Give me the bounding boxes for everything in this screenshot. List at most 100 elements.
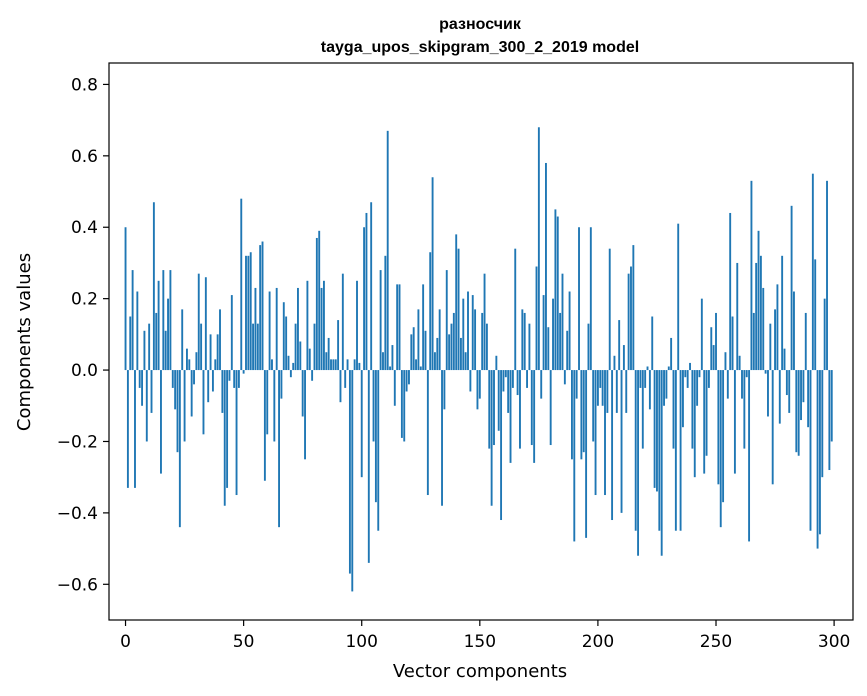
bar	[190, 370, 193, 417]
bar	[752, 312, 755, 371]
bar	[145, 370, 148, 442]
bar	[325, 352, 328, 371]
bar	[502, 370, 505, 392]
bar	[535, 266, 538, 371]
bar	[299, 341, 302, 371]
y-tick-label: −0.4	[57, 504, 98, 524]
bar	[268, 291, 271, 371]
bar	[696, 370, 699, 406]
bar	[488, 370, 491, 449]
bar	[693, 370, 696, 478]
bar	[686, 370, 689, 388]
bar	[469, 370, 472, 392]
bar	[719, 370, 722, 528]
bar	[334, 359, 337, 371]
bar	[689, 362, 691, 371]
bar	[710, 327, 713, 371]
x-axis-label: Vector components	[393, 661, 567, 682]
bar	[459, 337, 462, 371]
bar	[237, 370, 240, 388]
bar	[167, 298, 169, 371]
bar	[457, 248, 460, 371]
bar	[242, 370, 245, 374]
bar	[214, 359, 217, 371]
bar	[138, 370, 141, 388]
bar	[178, 370, 181, 528]
bar	[436, 337, 439, 371]
y-tick-label: 0.2	[71, 290, 98, 310]
x-tick-label: 50	[233, 632, 255, 652]
bar	[289, 370, 292, 378]
bar	[228, 370, 231, 381]
bar	[663, 370, 665, 406]
bar	[771, 370, 774, 485]
bar	[781, 255, 784, 371]
bar	[674, 370, 677, 531]
bar	[613, 355, 616, 371]
bar	[186, 348, 188, 371]
bar	[174, 370, 177, 410]
bar	[797, 370, 800, 456]
bar	[516, 370, 519, 396]
bar	[568, 291, 571, 371]
bar	[521, 309, 524, 371]
bar	[485, 323, 488, 371]
bar	[533, 370, 536, 463]
bar	[596, 370, 599, 406]
bar	[809, 370, 812, 531]
bar	[438, 309, 441, 371]
bar	[769, 323, 772, 371]
bar	[346, 359, 349, 371]
bar	[627, 273, 630, 371]
bar	[327, 337, 330, 371]
bar	[377, 370, 380, 531]
bar	[315, 237, 318, 371]
bar	[360, 370, 363, 478]
bar	[523, 312, 526, 371]
y-tick-label: 0.6	[71, 147, 98, 167]
bar	[476, 370, 479, 410]
bar	[738, 355, 741, 371]
bar	[164, 330, 167, 371]
bar	[682, 370, 684, 428]
bar	[495, 355, 498, 371]
bar	[573, 370, 576, 542]
bar	[136, 291, 139, 371]
bar	[731, 316, 734, 371]
bar	[483, 273, 486, 371]
bar	[419, 366, 422, 371]
bar	[382, 352, 384, 371]
bar	[549, 370, 552, 446]
bar	[705, 370, 708, 456]
bar	[126, 370, 129, 488]
bar	[493, 370, 495, 446]
bar	[181, 309, 184, 371]
bar	[162, 270, 165, 371]
y-axis-label: Components values	[14, 253, 35, 431]
bar	[785, 370, 788, 396]
bar	[254, 287, 257, 371]
bar	[698, 370, 701, 378]
bar	[285, 316, 288, 371]
bar	[124, 227, 127, 371]
bar	[384, 255, 387, 371]
bar	[514, 248, 517, 371]
bar	[608, 248, 611, 371]
bar	[417, 309, 420, 371]
bar	[134, 370, 136, 488]
bar	[292, 362, 295, 371]
bar	[778, 370, 781, 424]
bar	[542, 295, 545, 371]
bar	[202, 370, 205, 435]
bar	[148, 323, 151, 371]
bar	[160, 370, 162, 474]
bar	[743, 370, 746, 449]
bar	[811, 173, 814, 371]
x-tick-label: 150	[464, 632, 496, 652]
axes: 0 50 100 150 200 250 300 −0.6 −0.4 −0.2 0.0 0.2 0.4 0…	[57, 62, 854, 652]
bar	[188, 359, 191, 371]
bar	[464, 352, 467, 371]
bar	[511, 370, 514, 388]
bar	[204, 277, 207, 371]
bar	[556, 216, 559, 371]
